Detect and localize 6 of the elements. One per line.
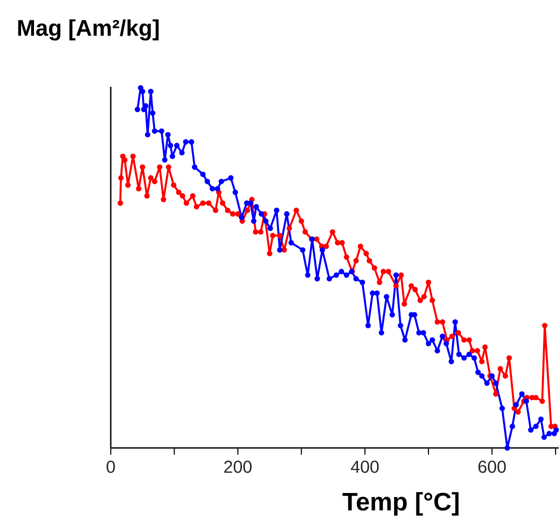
x-axis-title: Temp [°C]	[342, 492, 459, 516]
y-axis-title: Mag [Am²/kg]	[18, 19, 159, 41]
x-tick-label: 0	[106, 460, 115, 473]
x-tick-label: 600	[478, 460, 506, 473]
x-tick-label: 200	[224, 460, 252, 473]
x-tick-label: 400	[350, 460, 379, 473]
